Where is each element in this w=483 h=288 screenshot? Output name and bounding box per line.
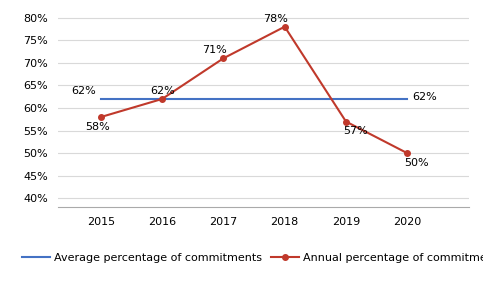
Text: 57%: 57% xyxy=(343,126,368,137)
Text: 78%: 78% xyxy=(263,14,288,24)
Text: 62%: 62% xyxy=(150,86,174,96)
Text: 50%: 50% xyxy=(404,158,429,168)
Average percentage of commitments xyxy=(404,97,410,101)
Average percentage of commitments xyxy=(98,97,104,101)
Average percentage of commitments xyxy=(282,97,287,101)
Annual percentage of commitments xyxy=(159,97,165,101)
Text: 62%: 62% xyxy=(412,92,437,102)
Text: 62%: 62% xyxy=(71,86,96,96)
Annual percentage of commitments xyxy=(343,120,349,123)
Average percentage of commitments xyxy=(159,97,165,101)
Average percentage of commitments xyxy=(343,97,349,101)
Annual percentage of commitments xyxy=(221,56,227,60)
Text: 58%: 58% xyxy=(85,122,110,132)
Line: Annual percentage of commitments: Annual percentage of commitments xyxy=(98,24,410,156)
Text: 71%: 71% xyxy=(202,45,227,55)
Average percentage of commitments xyxy=(221,97,227,101)
Legend: Average percentage of commitments, Annual percentage of commitments: Average percentage of commitments, Annua… xyxy=(17,249,483,268)
Annual percentage of commitments xyxy=(98,115,104,119)
Annual percentage of commitments xyxy=(404,151,410,155)
Annual percentage of commitments xyxy=(282,25,287,29)
